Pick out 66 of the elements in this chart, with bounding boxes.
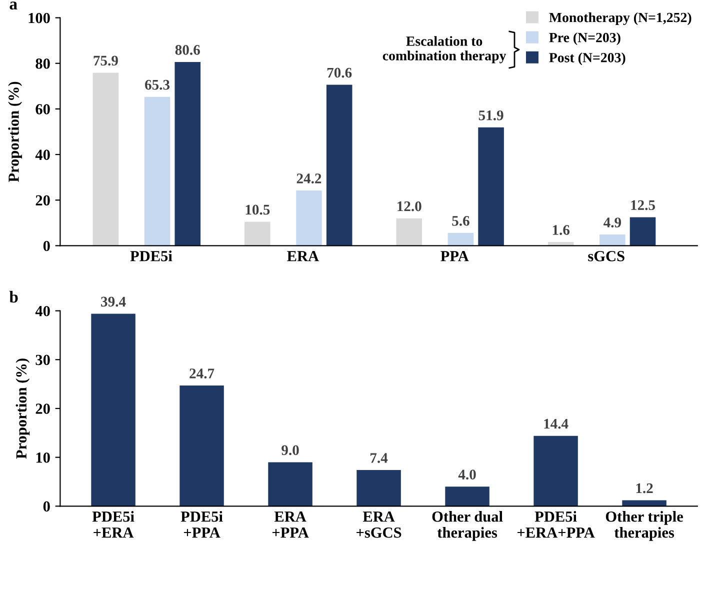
data-label: 1.6 bbox=[552, 225, 570, 235]
x-tick-label: PDE5i +ERA bbox=[92, 511, 134, 538]
y-tick-label: 20 bbox=[36, 195, 50, 206]
data-label: 80.6 bbox=[175, 45, 200, 55]
y-tick-label: 10 bbox=[36, 452, 50, 463]
data-label: 5.6 bbox=[452, 216, 470, 226]
data-label: 70.6 bbox=[327, 68, 352, 78]
legend-label: Monotherapy (N=1,252) bbox=[549, 12, 692, 26]
bar bbox=[478, 127, 504, 246]
y-tick-label: 0 bbox=[43, 240, 50, 252]
data-label: 12.5 bbox=[631, 200, 655, 210]
x-tick-label: PDE5i +ERA+PPA bbox=[517, 511, 595, 538]
bar bbox=[448, 232, 474, 246]
y-tick-label: 40 bbox=[35, 150, 50, 160]
legend-label: Pre (N=203) bbox=[549, 32, 620, 46]
bar bbox=[326, 84, 352, 246]
data-label: 12.0 bbox=[398, 201, 422, 212]
data-label: 51.9 bbox=[478, 110, 504, 120]
data-label: 4.9 bbox=[604, 218, 622, 228]
data-label: 65.3 bbox=[145, 80, 170, 90]
bar bbox=[630, 217, 656, 246]
y-tick-label: 30 bbox=[36, 354, 50, 366]
data-label: 75.9 bbox=[94, 56, 118, 66]
x-tick-label: PDE5i bbox=[130, 250, 172, 262]
data-label: 24.2 bbox=[296, 174, 322, 184]
annotation: Escalation to combination therapy bbox=[382, 36, 506, 64]
x-tick-label: ERA bbox=[287, 251, 319, 262]
x-tick-label: Other dual therapies bbox=[432, 511, 503, 541]
bar bbox=[91, 314, 136, 506]
y-tick-label: 20 bbox=[36, 404, 50, 414]
data-label: 1.2 bbox=[636, 483, 653, 494]
bar bbox=[268, 462, 312, 506]
x-tick-label: ERA +sGCS bbox=[356, 512, 402, 538]
chart-title: a bbox=[10, 2, 18, 10]
y-axis-title: Proportion (%) bbox=[8, 82, 22, 182]
y-tick-label: 80 bbox=[36, 58, 50, 69]
bar bbox=[296, 190, 322, 246]
y-tick-label: 100 bbox=[28, 12, 50, 24]
y-tick-label: 60 bbox=[36, 104, 50, 114]
x-tick-label: PPA bbox=[440, 251, 469, 262]
bar bbox=[445, 486, 490, 506]
data-label: 39.4 bbox=[101, 296, 126, 307]
bar bbox=[396, 218, 422, 246]
legend-label: Post (N=203) bbox=[549, 52, 626, 66]
data-label: 7.4 bbox=[370, 453, 388, 463]
x-tick-label: ERA +PPA bbox=[272, 512, 309, 538]
data-label: 4.0 bbox=[458, 470, 476, 480]
y-tick-label: 40 bbox=[35, 306, 50, 316]
bar bbox=[180, 386, 224, 506]
chart-title: b bbox=[9, 290, 18, 303]
bar bbox=[534, 436, 578, 506]
x-tick-label: Other triple therapies bbox=[606, 511, 683, 541]
bar bbox=[144, 96, 170, 246]
x-tick-label: PDE5i +PPA bbox=[180, 511, 223, 538]
bar bbox=[600, 234, 626, 246]
y-tick-label: 0 bbox=[43, 501, 50, 512]
data-label: 14.4 bbox=[544, 418, 568, 429]
bar bbox=[174, 62, 201, 246]
bar bbox=[92, 72, 119, 246]
y-axis-title: Proportion (%) bbox=[16, 358, 30, 459]
data-label: 24.7 bbox=[190, 368, 214, 378]
bar bbox=[356, 470, 401, 506]
bar bbox=[244, 222, 270, 246]
x-tick-label: sGCS bbox=[588, 251, 624, 262]
data-label: 9.0 bbox=[282, 445, 299, 456]
data-label: 10.5 bbox=[246, 204, 270, 215]
